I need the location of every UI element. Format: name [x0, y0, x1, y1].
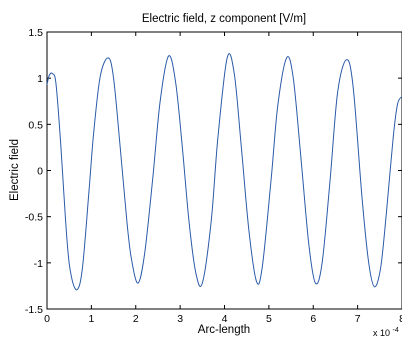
x-tick-label-6: 6 — [310, 313, 316, 325]
x-axis-label: Arc-length — [198, 324, 250, 336]
y-axis-label: Electric field — [9, 139, 21, 201]
x-tick-label-3: 3 — [177, 313, 183, 325]
x-axis: 0 1 2 3 4 5 6 7 8 — [44, 32, 402, 325]
x-tick-label-0: 0 — [44, 313, 50, 325]
x-tick-label-5: 5 — [266, 313, 272, 325]
y-tick-label-4: 0.5 — [28, 119, 43, 131]
x-tick-label-8: 8 — [399, 313, 402, 325]
x-tick-label-7: 7 — [355, 313, 361, 325]
series-line-electric-field — [46, 53, 402, 291]
y-axis: -1.5 -1 -0.5 0 0.5 1 1.5 — [25, 27, 402, 316]
y-tick-label-6: 1.5 — [28, 27, 43, 39]
x-axis-exponent: x 10 -4 — [373, 327, 399, 338]
y-tick-label-5: 1 — [37, 73, 43, 85]
x-tick-label-1: 1 — [88, 313, 94, 325]
chart-title: Electric field, z component [V/m] — [142, 13, 306, 25]
y-tick-label-1: -1 — [34, 258, 43, 270]
y-tick-label-3: 0 — [37, 166, 43, 178]
x-axis-exponent-power: -4 — [393, 327, 399, 334]
y-tick-label-2: -0.5 — [25, 212, 43, 224]
y-tick-label-0: -1.5 — [25, 304, 43, 316]
x-tick-label-2: 2 — [133, 313, 139, 325]
x-axis-exponent-base: x 10 — [373, 328, 390, 338]
x-tick-label-4: 4 — [222, 313, 228, 325]
